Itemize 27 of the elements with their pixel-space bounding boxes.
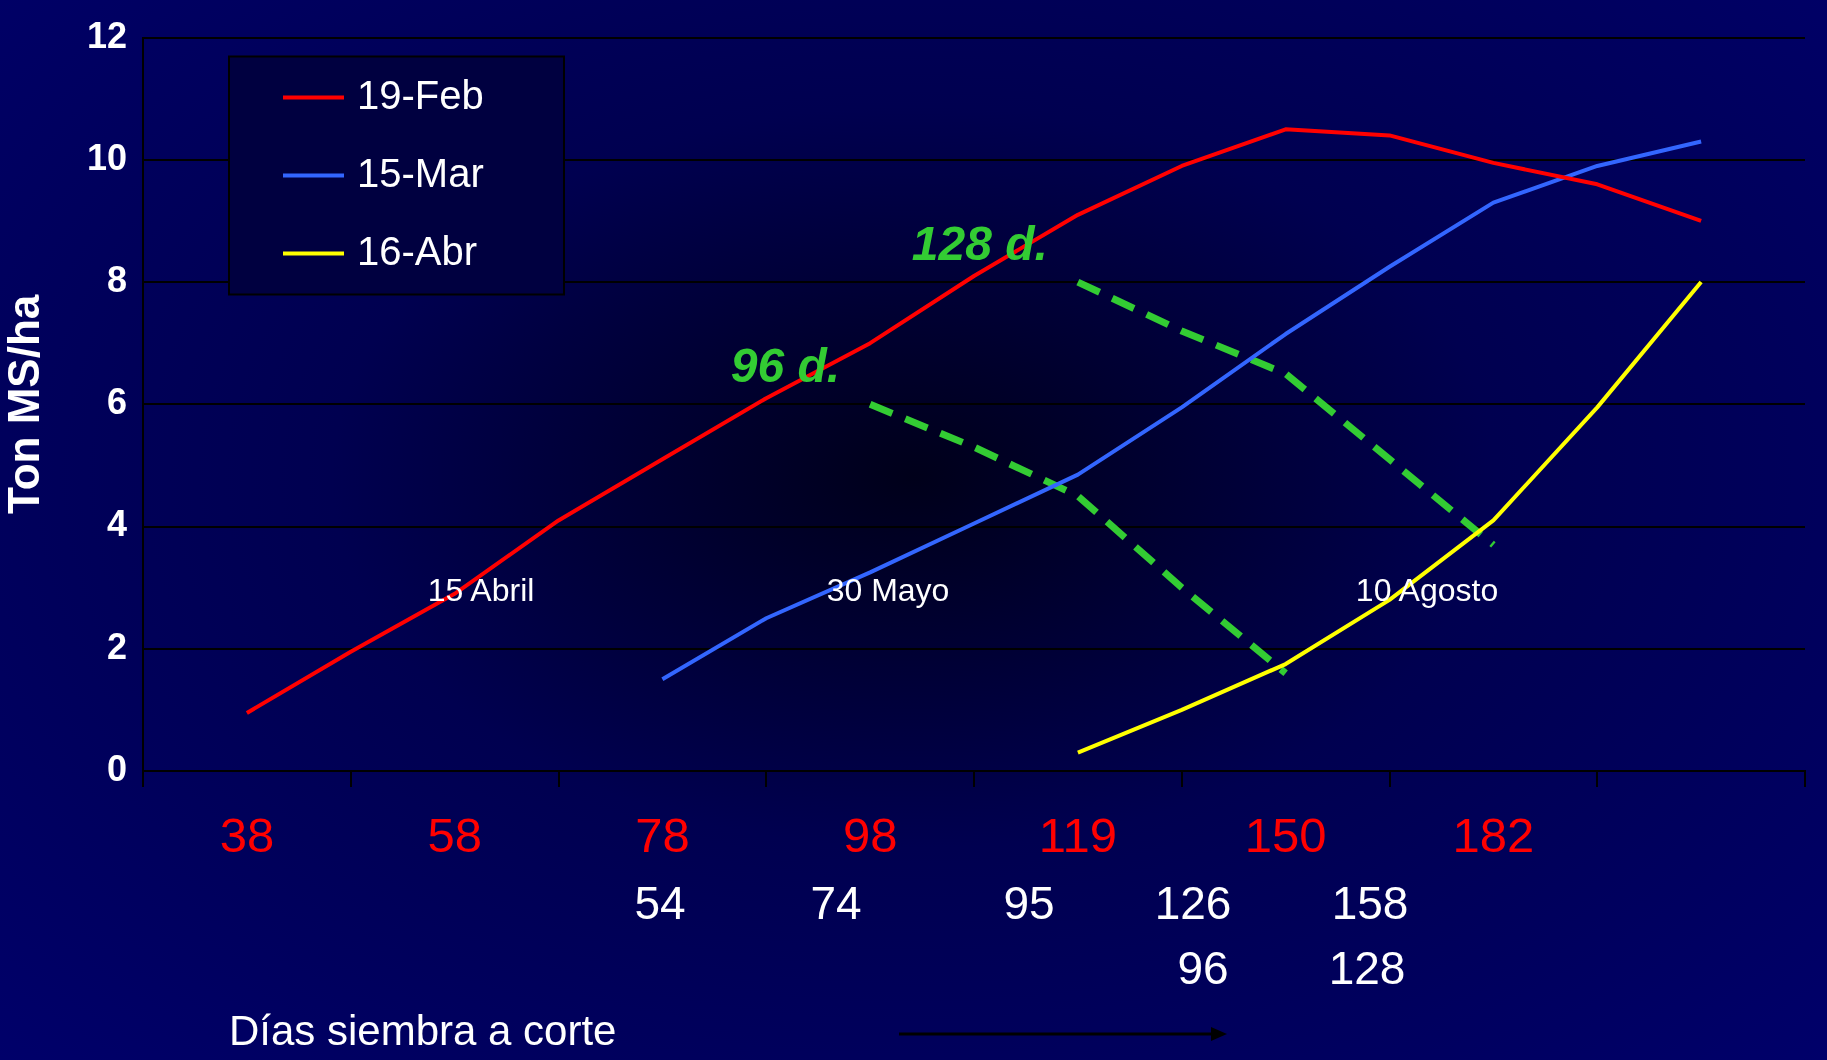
x-tick-label: 98 [842, 807, 898, 862]
x-tick-label: 150 [1244, 807, 1327, 862]
y-tick-label: 4 [106, 503, 127, 545]
x-tick-label: 58 [427, 807, 482, 862]
y-tick-label: 12 [86, 14, 127, 56]
x-tick-label: 78 [635, 807, 690, 862]
text: 128 [1328, 941, 1406, 994]
annotation: 10 Agosto [1355, 571, 1499, 608]
text: 158 [1331, 876, 1409, 929]
y-tick-label: 2 [106, 625, 127, 667]
legend-label: 16-Abr [357, 228, 478, 273]
y-tick-label: 10 [86, 136, 127, 178]
text: 96 [1177, 941, 1229, 994]
text: 74 [810, 876, 862, 929]
legend-label: 19-Feb [357, 72, 484, 117]
y-tick-label: 6 [106, 381, 127, 423]
text: 95 [1003, 876, 1055, 929]
text: 54 [634, 876, 686, 929]
text: 126 [1154, 876, 1232, 929]
x-tick-label: 182 [1452, 807, 1535, 862]
x-axis-title: Días siembra a corte [229, 1006, 617, 1054]
legend-label: 15-Mar [357, 150, 484, 195]
y-tick-label: 0 [106, 747, 127, 789]
y-tick-label: 8 [106, 258, 127, 300]
x-tick-label: 38 [219, 807, 275, 862]
x-tick-label: 119 [1038, 807, 1117, 862]
y-axis-title: Ton MS/ha [0, 294, 48, 514]
